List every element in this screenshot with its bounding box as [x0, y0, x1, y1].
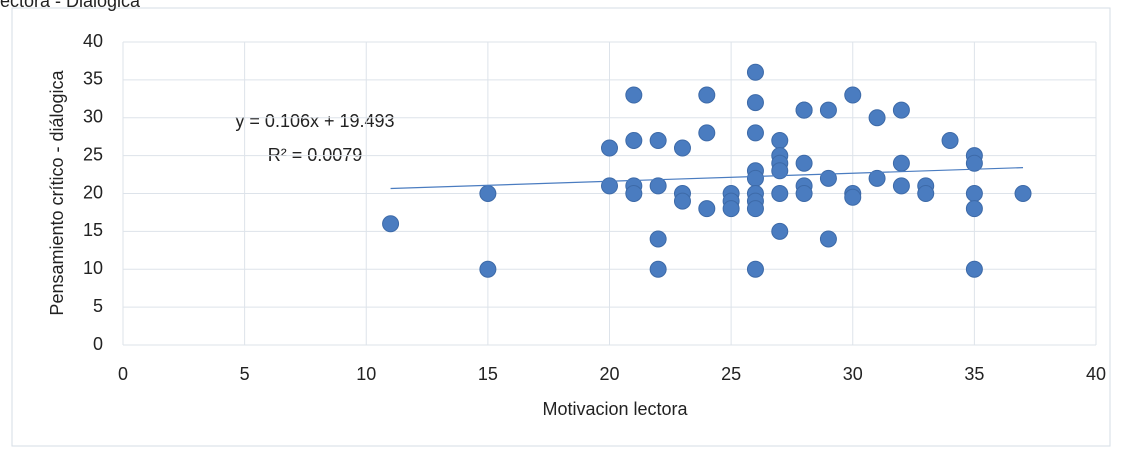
point — [625, 86, 643, 104]
point — [965, 200, 983, 218]
y-tick-label: 30 — [83, 107, 103, 127]
point — [965, 260, 983, 278]
x-axis-label: Motivacion lectora — [542, 399, 688, 419]
point — [771, 185, 789, 202]
point — [892, 177, 910, 195]
point — [649, 177, 667, 195]
point — [819, 230, 837, 248]
y-tick-label: 15 — [83, 220, 103, 240]
point — [844, 86, 862, 104]
point — [698, 86, 716, 104]
point — [698, 124, 716, 142]
y-tick-label: 20 — [83, 182, 103, 202]
x-tick-label: 20 — [599, 364, 619, 384]
point — [649, 131, 667, 149]
point — [746, 169, 764, 187]
y-tick-label: 25 — [83, 144, 103, 164]
point — [868, 169, 886, 187]
chart-frame — [11, 7, 1111, 447]
chart-title: ectora - Dialógica — [0, 0, 141, 11]
y-tick-label: 35 — [83, 69, 103, 89]
equation: y = 0.106x + 19.493 — [235, 111, 394, 131]
point — [601, 139, 618, 157]
point — [382, 215, 400, 233]
point — [649, 260, 667, 278]
point — [625, 185, 643, 202]
point — [892, 154, 910, 172]
point — [892, 101, 910, 119]
y-tick-label: 0 — [93, 334, 103, 354]
point — [941, 131, 959, 149]
point — [722, 200, 740, 218]
y-tick-label: 5 — [93, 296, 103, 316]
point — [965, 154, 983, 172]
point — [673, 192, 691, 210]
point — [746, 124, 764, 142]
point — [965, 185, 983, 202]
point — [819, 101, 837, 119]
point — [649, 230, 667, 248]
point — [771, 162, 789, 180]
point — [673, 139, 691, 157]
point — [795, 101, 813, 119]
y-tick-label: 10 — [83, 258, 103, 278]
point — [479, 260, 497, 278]
x-tick-label: 30 — [843, 364, 863, 384]
point — [625, 131, 643, 149]
x-tick-label: 35 — [964, 364, 984, 384]
point — [771, 131, 789, 149]
point — [795, 154, 813, 172]
point — [601, 177, 618, 195]
x-tick-label: 0 — [118, 364, 128, 384]
x-tick-label: 5 — [240, 364, 250, 384]
point — [844, 188, 862, 206]
point — [1014, 185, 1032, 202]
point — [795, 185, 813, 202]
point — [746, 94, 764, 112]
point — [479, 185, 497, 202]
r-squared: R² = 0.0079 — [268, 145, 363, 165]
point — [819, 169, 837, 187]
x-tick-label: 15 — [478, 364, 498, 384]
point — [868, 109, 886, 127]
point — [746, 200, 764, 218]
trendline — [390, 167, 1024, 190]
point — [746, 260, 764, 278]
point — [771, 222, 789, 240]
y-axis-label: Pensamiento crítico - diálogica — [47, 69, 67, 315]
x-tick-label: 10 — [356, 364, 376, 384]
point — [746, 63, 764, 81]
x-tick-label: 25 — [721, 364, 741, 384]
x-tick-label: 40 — [1086, 364, 1106, 384]
y-tick-label: 40 — [83, 31, 103, 51]
point — [917, 185, 935, 202]
point — [698, 200, 716, 218]
